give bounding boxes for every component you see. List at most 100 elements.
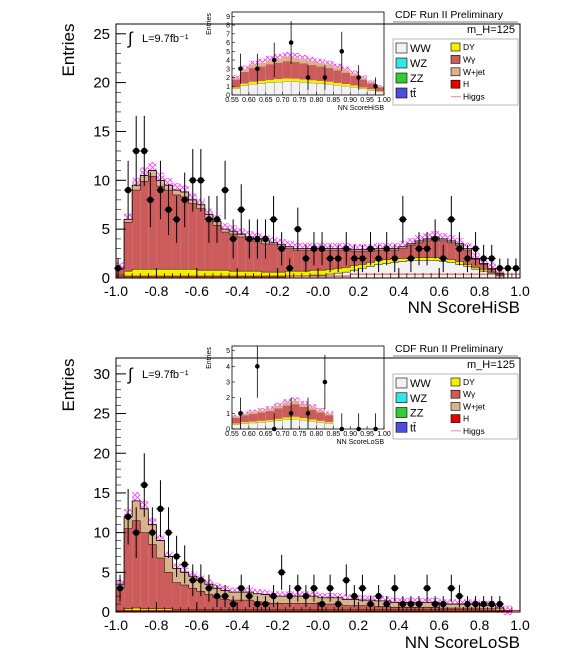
data-point — [221, 186, 229, 194]
bar-dy — [318, 270, 327, 276]
bar-wgamma — [309, 603, 318, 610]
data-point — [480, 255, 487, 262]
legend-label-zz: ZZ — [410, 73, 424, 85]
bar-wgamma — [390, 607, 399, 610]
data-point — [197, 177, 205, 184]
bar-dy — [342, 267, 351, 273]
bar-wgamma — [326, 604, 335, 610]
data-point — [415, 245, 423, 252]
x-tick-label: -0.2 — [266, 283, 290, 299]
inset-x-tick-label: 0.85 — [327, 97, 341, 104]
inset-uncertainty — [316, 407, 325, 411]
data-point — [173, 216, 180, 223]
inset-bar-wgamma — [282, 405, 292, 418]
inset-bar-ww — [366, 90, 376, 96]
inset-bar-wgamma — [341, 72, 351, 85]
inset-uncertainty — [299, 54, 308, 60]
data-point — [343, 577, 350, 584]
bar-ww — [382, 263, 391, 278]
inset-bar-dy — [240, 422, 249, 424]
data-point — [189, 577, 196, 584]
data-point — [448, 584, 455, 592]
inset-x-axis-label: NN ScoreHiSB — [338, 105, 385, 112]
bar-dy — [148, 269, 157, 278]
bar-wgamma — [455, 608, 464, 610]
data-point — [480, 600, 487, 608]
inset-y-tick-label: 3 — [226, 380, 230, 387]
x-tick-label: 0.8 — [470, 617, 490, 633]
bar-wjet — [447, 604, 456, 609]
bar-dy — [221, 270, 230, 278]
data-point — [310, 584, 318, 592]
inset-bar-wgamma — [265, 64, 275, 80]
inset-bar-dy — [375, 91, 384, 92]
inset-bar-wgamma — [350, 75, 359, 86]
inset-data-point — [356, 75, 361, 80]
inset-bar-dy — [299, 79, 308, 83]
data-point — [141, 481, 148, 489]
data-point — [229, 600, 237, 608]
inset-y-tick-label: 3 — [226, 66, 230, 73]
inset-bar-wgamma — [274, 408, 283, 419]
bar-wjet — [156, 540, 165, 559]
x-tick-label: 0.2 — [349, 283, 369, 299]
inset-bar-ww — [290, 81, 300, 96]
inset-x-tick-label: 0.95 — [360, 97, 374, 104]
bar-wjet — [140, 508, 149, 533]
bar-wgamma — [148, 176, 157, 270]
inset-x-tick-label: 0.60 — [242, 97, 256, 104]
bar-dy — [253, 271, 262, 278]
bar-wjet — [285, 246, 294, 249]
bar-wgamma — [124, 528, 133, 609]
inset-bar-ww — [248, 84, 258, 96]
legend-swatch-h — [450, 414, 461, 423]
inset-bar-wjet — [316, 62, 325, 67]
data-point — [294, 225, 301, 233]
legend-swatch-wgamma — [450, 389, 461, 399]
inset-y-tick-label: 9 — [226, 14, 230, 21]
inset-y-axis-label: Entries — [206, 13, 213, 35]
y-tick-label: 20 — [93, 445, 110, 462]
inset-bar-wjet — [299, 59, 308, 64]
bar-wjet — [439, 238, 448, 241]
inset-uncertainty — [308, 56, 317, 61]
x-tick-label: -0.2 — [266, 617, 290, 633]
inset-bar-ww — [333, 85, 342, 96]
data-point — [440, 600, 447, 608]
data-point — [399, 600, 407, 608]
bar-wjet — [164, 556, 173, 573]
bar-ww — [301, 276, 310, 278]
legend-label-h: H — [463, 79, 469, 89]
data-point — [213, 216, 221, 223]
data-point — [157, 186, 164, 194]
inset-x-axis-label: NN ScoreLoSB — [337, 439, 385, 446]
inset-y-axis-label: Entries — [206, 347, 213, 369]
legend-swatch-dy — [450, 377, 461, 387]
inset-bar-dy — [358, 87, 368, 89]
data-point — [351, 592, 358, 600]
bar-wgamma — [188, 588, 197, 610]
inset-bar-ww — [324, 84, 334, 96]
inset-y-tick-label: 5 — [226, 49, 230, 56]
bar-wgamma — [221, 232, 230, 271]
inset-uncertainty — [257, 407, 266, 411]
bar-wgamma — [156, 558, 165, 609]
bar-dy — [140, 269, 149, 278]
data-point — [359, 255, 366, 262]
data-point — [205, 216, 213, 223]
inset-bar-wjet — [291, 57, 300, 62]
inset-bar-wjet — [274, 58, 283, 63]
data-point — [254, 600, 261, 608]
data-point — [262, 235, 269, 243]
data-point — [318, 245, 326, 252]
inset-uncertainty — [274, 53, 283, 59]
higgs-line — [116, 273, 520, 277]
y-axis-label: Entries — [59, 359, 78, 412]
bar-dy — [269, 272, 278, 278]
bar-wgamma — [293, 603, 302, 610]
inset-data-point — [238, 411, 243, 416]
inset-uncertainty — [333, 63, 342, 68]
inset-uncertainty — [324, 411, 334, 414]
bar-dy — [245, 271, 254, 278]
y-axis-label: Entries — [59, 24, 78, 77]
